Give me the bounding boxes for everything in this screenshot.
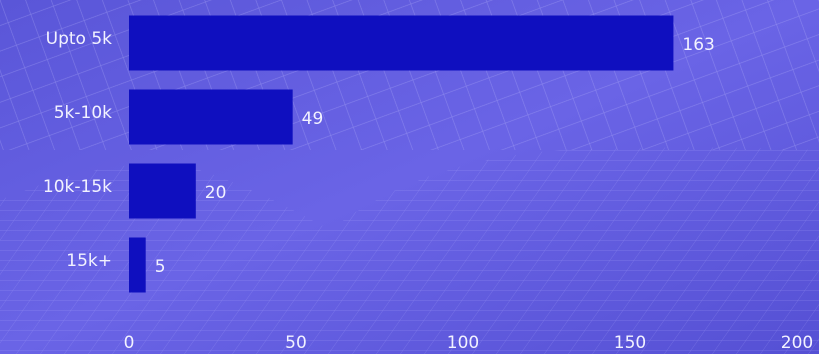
y-tick-label: 5k-10k bbox=[54, 103, 112, 123]
x-tick-label: 100 bbox=[447, 333, 479, 353]
bar bbox=[129, 237, 146, 293]
y-tick-label: Upto 5k bbox=[46, 29, 113, 49]
data-label: 20 bbox=[205, 183, 227, 203]
x-tick-label: 0 bbox=[124, 333, 135, 353]
data-label: 163 bbox=[682, 35, 714, 55]
x-tick-label: 150 bbox=[614, 333, 646, 353]
x-tick-label: 200 bbox=[781, 333, 813, 353]
y-tick-label: 15k+ bbox=[66, 251, 112, 271]
data-label: 5 bbox=[155, 257, 166, 277]
y-tick-label: 10k-15k bbox=[43, 177, 112, 197]
bar bbox=[129, 89, 293, 145]
bar bbox=[129, 163, 196, 219]
bar bbox=[129, 15, 674, 71]
plot-area: 0 50 100 150 200 Upto 5k 163 5k-10k 49 10k-15k 20 1… bbox=[43, 15, 813, 353]
x-tick-label: 50 bbox=[285, 333, 307, 353]
background-terrain bbox=[0, 147, 819, 354]
data-label: 49 bbox=[302, 109, 324, 129]
